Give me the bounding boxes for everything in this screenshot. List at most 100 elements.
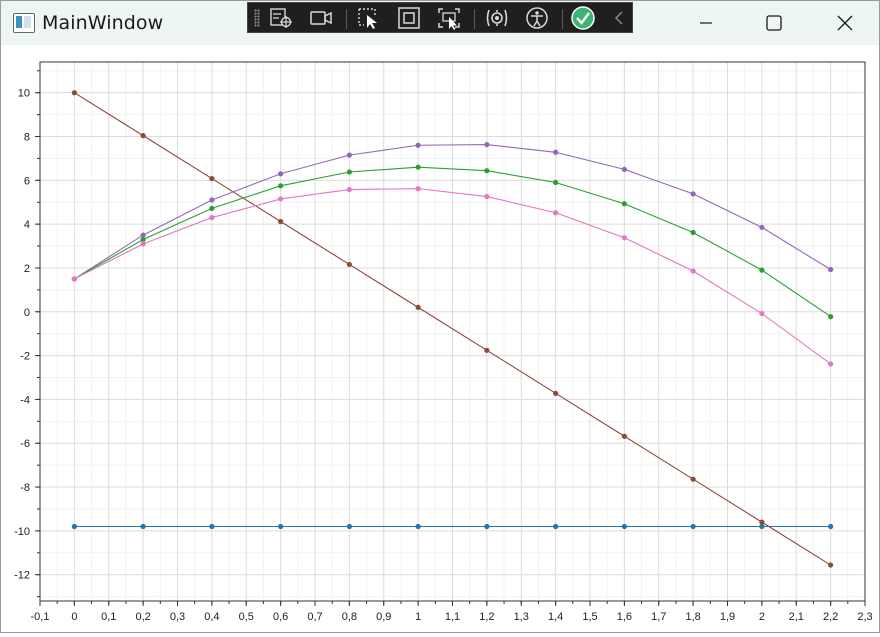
y-tick-label: 4 <box>24 219 30 231</box>
data-point-s2[interactable] <box>759 519 765 525</box>
close-button[interactable] <box>821 7 867 39</box>
x-tick-label: 0,1 <box>101 611 116 623</box>
x-tick-label: 0,3 <box>170 611 185 623</box>
data-point-s1[interactable] <box>484 523 490 530</box>
data-point-s1[interactable] <box>209 523 215 530</box>
data-point-s1[interactable] <box>415 523 421 530</box>
x-tick-label: 1,2 <box>479 611 494 623</box>
data-point-s2[interactable] <box>346 261 352 268</box>
data-point-s5[interactable] <box>71 276 77 282</box>
data-point-s4[interactable] <box>690 229 696 236</box>
data-point-s4[interactable] <box>828 314 834 320</box>
record-video-icon[interactable] <box>308 6 334 30</box>
data-point-s3[interactable] <box>759 224 765 231</box>
data-point-s3[interactable] <box>828 266 834 273</box>
hot-reload-icon[interactable] <box>484 6 510 30</box>
accessibility-icon[interactable] <box>524 6 550 30</box>
data-point-s1[interactable] <box>71 523 77 530</box>
data-point-s5[interactable] <box>209 214 215 221</box>
y-tick-label: -2 <box>20 351 30 363</box>
data-point-s5[interactable] <box>415 186 421 192</box>
x-tick-label: 2,3 <box>857 611 872 623</box>
toolbar-grip-icon[interactable] <box>254 9 260 27</box>
data-point-s5[interactable] <box>828 361 834 367</box>
data-point-s5[interactable] <box>621 235 627 241</box>
line-chart[interactable]: -0,1 0 0,1 0,2 0,3 0,4 0,5 0,6 0,7 0,8 0,9 1 1,1 1,2 1… <box>1 45 879 632</box>
minimize-icon <box>700 22 712 24</box>
data-point-s2[interactable] <box>278 218 284 225</box>
y-tick-label: 10 <box>18 88 30 100</box>
track-focus-icon[interactable] <box>436 6 462 30</box>
data-point-s4[interactable] <box>346 169 352 175</box>
data-point-s1[interactable] <box>759 523 765 530</box>
x-tick-label: 0 <box>71 611 77 623</box>
data-point-s4[interactable] <box>484 168 490 174</box>
series-line-2[interactable] <box>74 92 831 566</box>
data-point-s5[interactable] <box>690 268 696 274</box>
x-tick-label: -0,1 <box>31 611 50 623</box>
data-point-s4[interactable] <box>140 236 146 243</box>
window-title: MainWindow <box>42 12 164 34</box>
data-point-s1[interactable] <box>621 523 627 530</box>
data-point-s5[interactable] <box>140 241 146 247</box>
data-point-s3[interactable] <box>690 191 696 197</box>
data-point-s4[interactable] <box>553 179 559 186</box>
y-tick-label: 0 <box>24 307 30 319</box>
data-point-s4[interactable] <box>209 205 215 211</box>
data-point-s3[interactable] <box>484 142 490 148</box>
data-point-s5[interactable] <box>759 310 765 317</box>
data-point-s2[interactable] <box>484 347 490 353</box>
data-point-s3[interactable] <box>415 142 421 148</box>
data-point-s1[interactable] <box>140 523 146 530</box>
data-point-s2[interactable] <box>140 133 146 139</box>
data-point-s2[interactable] <box>828 562 834 568</box>
x-tick-label: 1,3 <box>514 611 529 623</box>
x-tick-label: 0,9 <box>376 611 391 623</box>
data-point-s4[interactable] <box>621 201 627 207</box>
data-point-s4[interactable] <box>759 267 765 273</box>
data-point-s3[interactable] <box>278 171 284 177</box>
layout-adorner-icon[interactable] <box>396 6 422 30</box>
data-point-s4[interactable] <box>278 183 284 189</box>
data-point-s1[interactable] <box>278 523 284 530</box>
data-point-s1[interactable] <box>828 523 834 530</box>
data-point-s2[interactable] <box>621 433 627 439</box>
data-point-s2[interactable] <box>690 476 696 482</box>
plot-area[interactable]: -0,1 0 0,1 0,2 0,3 0,4 0,5 0,6 0,7 0,8 0,9 1 1,1 1,2 1… <box>1 45 879 632</box>
binding-check-icon[interactable] <box>570 6 596 30</box>
pointer-select-icon[interactable] <box>356 6 382 30</box>
toolbar-separator <box>346 9 347 29</box>
x-tick-label: 2,1 <box>789 611 804 623</box>
data-point-s2[interactable] <box>415 304 421 310</box>
data-point-s1[interactable] <box>553 523 559 530</box>
x-tick-label: 0,2 <box>135 611 150 623</box>
collapse-chevron-icon[interactable] <box>610 6 636 30</box>
toolbar-separator <box>474 9 475 29</box>
x-tick-label: 1,5 <box>582 611 597 623</box>
data-point-s2[interactable] <box>553 390 559 396</box>
data-point-s1[interactable] <box>346 523 352 530</box>
series-line-4[interactable] <box>74 166 831 318</box>
data-point-s3[interactable] <box>140 232 146 238</box>
y-tick-label: 2 <box>24 263 30 275</box>
data-point-s3[interactable] <box>209 197 215 203</box>
select-element-icon[interactable] <box>268 6 294 30</box>
data-point-s5[interactable] <box>278 196 284 202</box>
series-line-3[interactable] <box>74 144 831 280</box>
minimize-button[interactable] <box>682 7 728 39</box>
data-point-s1[interactable] <box>690 523 696 530</box>
data-point-s5[interactable] <box>553 210 559 216</box>
title-bar[interactable]: MainWindow <box>1 1 879 45</box>
data-point-s3[interactable] <box>621 166 627 172</box>
series-line-5[interactable] <box>74 188 831 365</box>
data-point-s5[interactable] <box>484 193 490 200</box>
y-tick-label: -6 <box>20 438 30 450</box>
data-point-s3[interactable] <box>553 149 559 155</box>
x-tick-label: 2,2 <box>823 611 838 623</box>
data-point-s2[interactable] <box>209 175 215 182</box>
data-point-s2[interactable] <box>71 90 77 96</box>
data-point-s3[interactable] <box>346 152 352 158</box>
data-point-s4[interactable] <box>415 164 421 170</box>
maximize-button[interactable] <box>750 7 796 39</box>
data-point-s5[interactable] <box>346 186 352 193</box>
